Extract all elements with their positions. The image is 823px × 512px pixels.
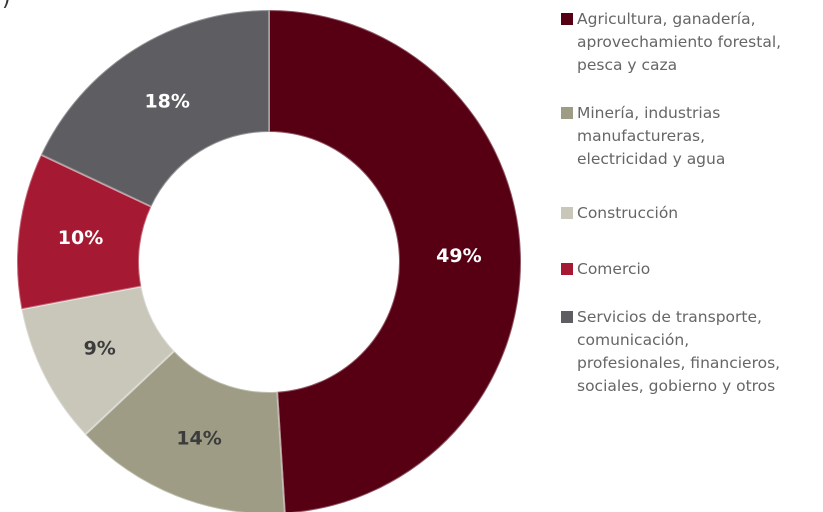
legend-label-servicios: Servicios de transporte, comunicación, p… [577,308,781,395]
legend-item-comercio: Comercio [561,258,650,281]
legend-swatch-construccion [561,207,573,219]
legend-item-construccion: Construcción [561,202,678,225]
legend-label-construccion: Construcción [577,204,679,222]
legend-label-mineria: Minería, industrias manufactureras, elec… [577,104,726,168]
slice-label-servicios: 18% [144,91,189,113]
slice-label-construccion: 9% [84,337,116,359]
slice-servicios [39,8,270,208]
slice-comercio [16,153,153,311]
legend-item-servicios: Servicios de transporte, comunicación, p… [561,306,780,398]
slice-label-comercio: 10% [58,227,103,249]
corner-mark: ) [2,0,11,11]
slice-label-agricultura: 49% [436,245,481,267]
legend-swatch-agricultura [561,13,573,25]
legend-item-mineria: Minería, industrias manufactureras, elec… [561,102,725,171]
legend-item-agricultura: Agricultura, ganadería, aprovechamiento … [561,8,781,77]
slice-label-mineria: 14% [176,428,221,450]
slice-agricultura [268,8,523,512]
slice-mineria [83,349,286,512]
slice-construccion [20,285,176,436]
legend-label-agricultura: Agricultura, ganadería, aprovechamiento … [577,10,782,74]
donut-chart-svg: 49% 14% 9% 10% 18% [16,8,523,512]
donut-chart: 49% 14% 9% 10% 18% [16,8,523,512]
legend-swatch-comercio [561,263,573,275]
legend-swatch-mineria [561,107,573,119]
legend-label-comercio: Comercio [577,260,651,278]
legend-swatch-servicios [561,311,573,323]
